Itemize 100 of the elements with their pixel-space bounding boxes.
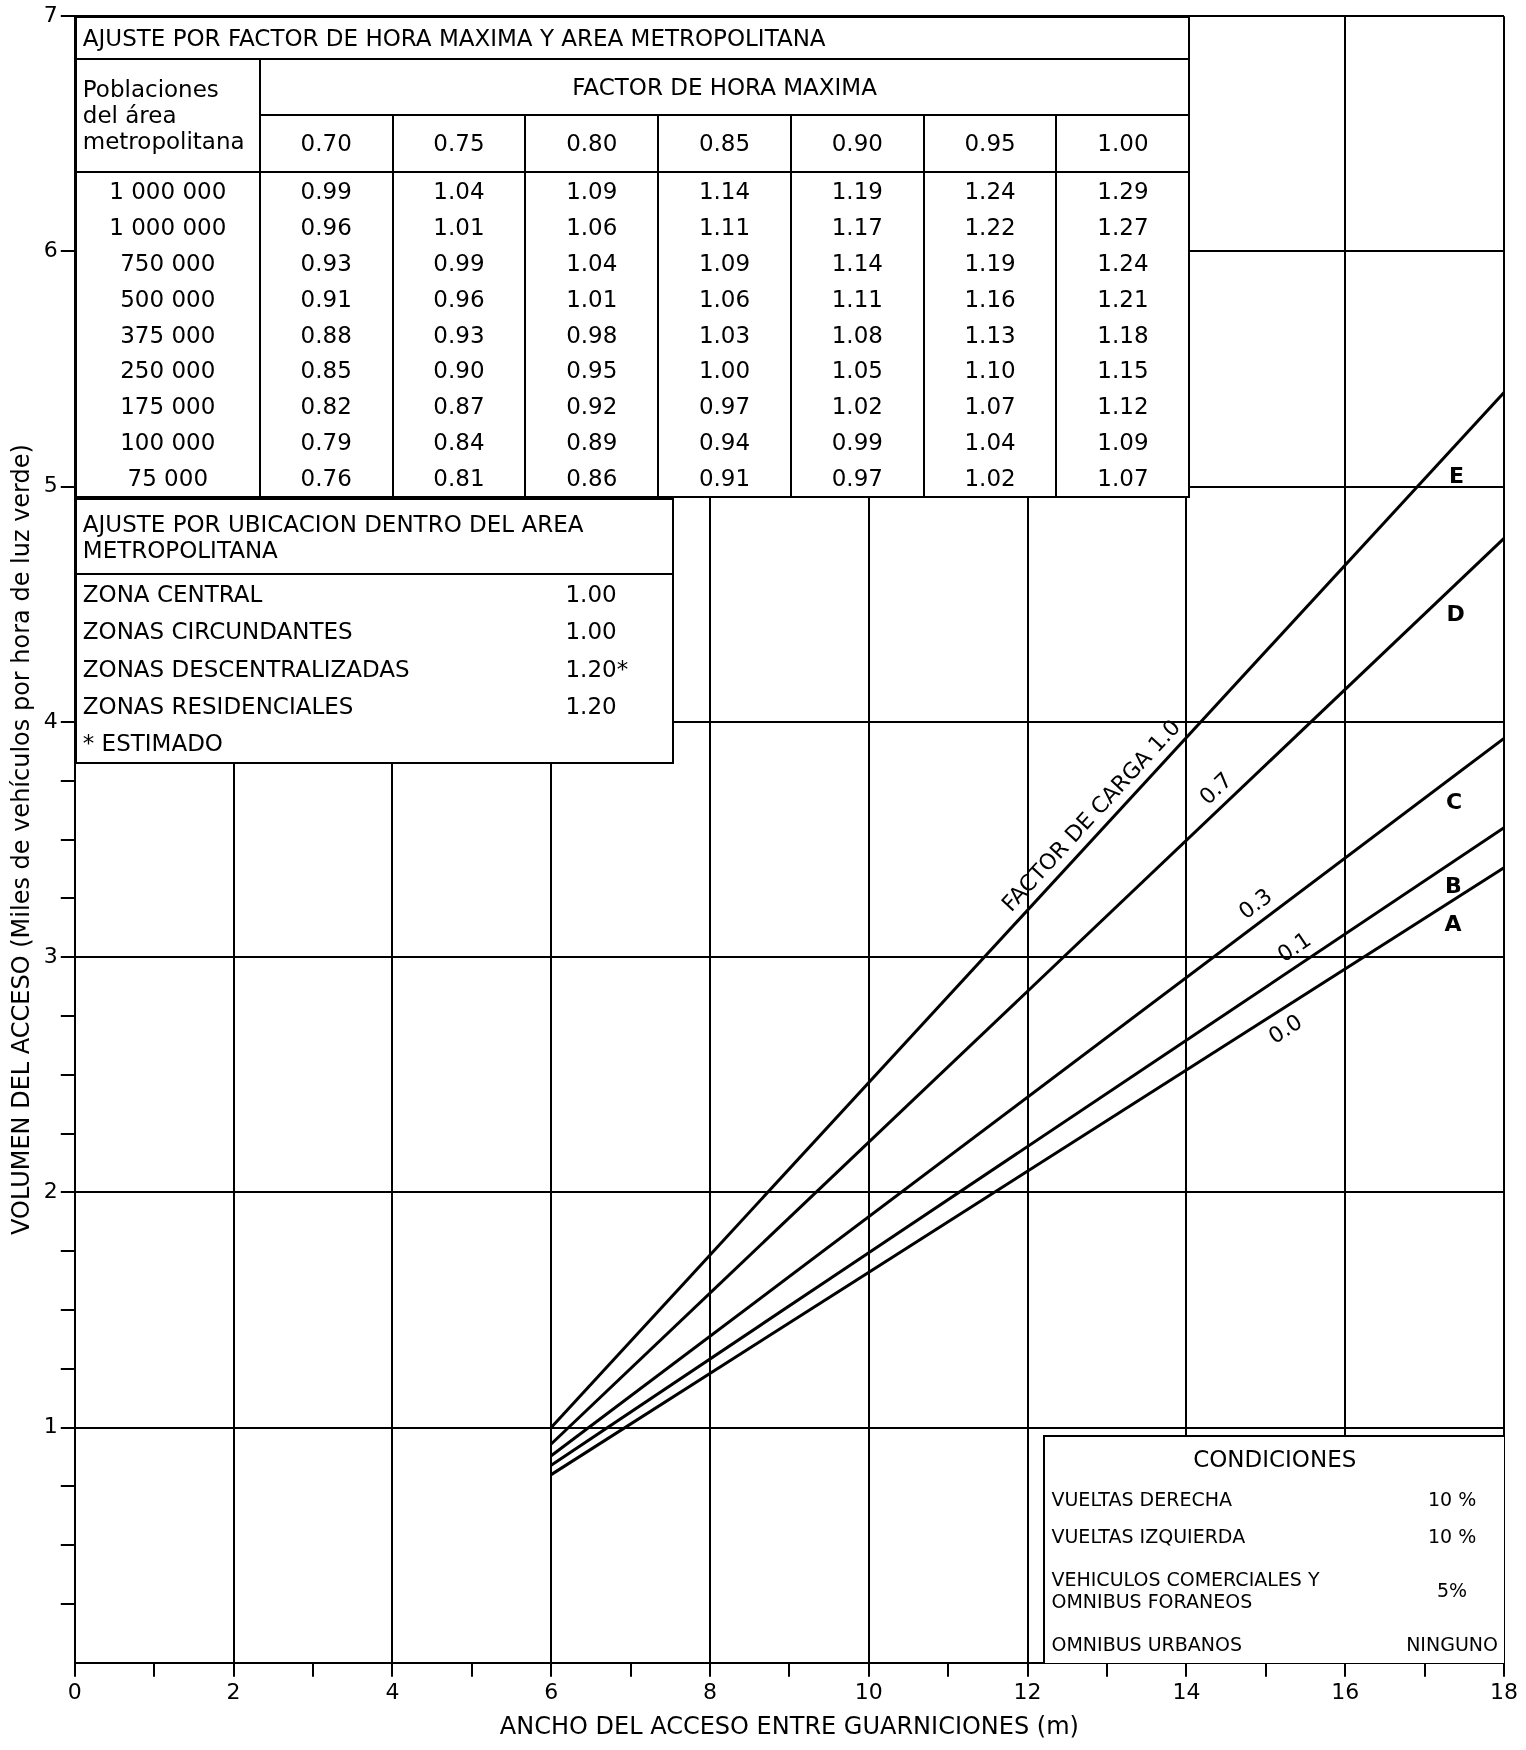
annotation: 1.03 [658, 316, 791, 353]
x-tick-label: 14 [1172, 1678, 1201, 1704]
annotation: 0.90 [790, 115, 924, 172]
annotation: 0.99 [392, 244, 526, 281]
x-tick-label: 16 [1331, 1678, 1360, 1704]
annotation: 1.06 [525, 208, 659, 245]
x-tick-label: 6 [544, 1678, 559, 1704]
annotation: CONDICIONES [1192, 1444, 1358, 1474]
annotation: 1.14 [790, 244, 924, 281]
annotation: 1.10 [923, 352, 1057, 389]
annotation: 1.02 [923, 460, 1057, 498]
annotation: 1.02 [790, 388, 924, 425]
annotation: 1.19 [790, 171, 924, 209]
x-tick-label: 4 [385, 1678, 400, 1704]
annotation: 1.19 [923, 244, 1057, 281]
annotation: 5% [1436, 1578, 1469, 1604]
y-axis-title: VOLUMEN DEL ACCESO (Miles de vehículos por hora de luz verde) [6, 444, 35, 1235]
annotation: 1.24 [923, 171, 1057, 209]
annotation: 0.98 [525, 316, 659, 353]
annotation: 1.20 [564, 691, 618, 721]
annotation: 0.85 [259, 352, 393, 389]
annotation: 0.96 [259, 208, 393, 245]
annotation: 1.29 [1056, 171, 1190, 209]
annotation: 0.91 [259, 280, 393, 317]
annotation: 1.00 [1056, 115, 1190, 172]
annotation: 1 000 000 [75, 208, 260, 245]
annotation: 0.81 [392, 460, 526, 498]
annotation: 0.95 [525, 352, 659, 389]
annotation: 0.96 [392, 280, 526, 317]
annotation: 1.11 [790, 280, 924, 317]
annotation: 1.27 [1056, 208, 1190, 245]
annotation: 1.16 [923, 280, 1057, 317]
annotation: 1.15 [1056, 352, 1190, 389]
annotation: 0.92 [525, 388, 659, 425]
annotation: 0.86 [525, 460, 659, 498]
series-label: D [1446, 600, 1465, 626]
annotation: 250 000 [75, 352, 260, 389]
series-label: B [1444, 873, 1462, 899]
annotation: 0.97 [658, 388, 791, 425]
series-label: C [1446, 788, 1463, 814]
annotation: 1.04 [923, 424, 1057, 461]
annotation: 1.20* [564, 654, 630, 684]
annotation: 0.95 [923, 115, 1057, 172]
annotation: Poblaciones del área metropolitana [75, 58, 260, 172]
annotation: FACTOR DE HORA MAXIMA [259, 58, 1190, 116]
annotation: 0.85 [658, 115, 791, 172]
annotation: 10 % [1426, 1486, 1478, 1512]
annotation: VUELTAS DERECHA [1050, 1486, 1233, 1512]
annotation: 1.17 [790, 208, 924, 245]
annotation: 1.01 [392, 208, 526, 245]
annotation: 1.06 [658, 280, 791, 317]
annotation: ZONA CENTRAL [81, 579, 264, 609]
annotation: 0.84 [392, 424, 526, 461]
annotation: 0.89 [525, 424, 659, 461]
annotation: 0.91 [658, 460, 791, 498]
annotation: 0.94 [658, 424, 791, 461]
x-tick-label: 18 [1490, 1678, 1518, 1704]
annotation: 0.88 [259, 316, 393, 353]
annotation: ZONAS CIRCUNDANTES [81, 617, 354, 647]
annotation: 0.80 [525, 115, 659, 172]
series-label: A [1444, 911, 1462, 937]
annotation: 1.07 [1056, 460, 1190, 498]
annotation: 1.12 [1056, 388, 1190, 425]
annotation: 100 000 [75, 424, 260, 461]
annotation: 1.08 [790, 316, 924, 353]
annotation: 75 000 [75, 460, 260, 498]
y-tick-label: 3 [43, 942, 58, 968]
annotation: 0.76 [259, 460, 393, 498]
annotation: AJUSTE POR FACTOR DE HORA MAXIMA Y AREA METROPOLITANA [75, 17, 1190, 59]
annotation: 0.0 [1263, 1008, 1307, 1049]
annotation: 0.75 [392, 115, 526, 172]
annotation: 1.01 [525, 280, 659, 317]
annotation: ZONAS DESCENTRALIZADAS [81, 654, 411, 684]
annotation: ZONAS RESIDENCIALES [81, 691, 355, 721]
annotation: 0.3 [1233, 883, 1277, 925]
x-tick-label: 8 [703, 1678, 717, 1704]
annotation: 0.99 [790, 424, 924, 461]
annotation: 0.82 [259, 388, 393, 425]
x-tick-label: 10 [854, 1678, 883, 1704]
annotation: 1.00 [564, 617, 618, 647]
x-tick-label: 2 [226, 1678, 241, 1704]
annotation: 500 000 [75, 280, 260, 317]
annotation: 750 000 [75, 244, 260, 281]
annotation: 375 000 [75, 316, 260, 353]
y-tick-label: 4 [43, 707, 58, 733]
annotation: 1.05 [790, 352, 924, 389]
annotation: 0.70 [259, 115, 393, 172]
annotation: 175 000 [75, 388, 260, 425]
x-axis-title: ANCHO DEL ACCESO ENTRE GUARNICIONES (m) [499, 1711, 1079, 1740]
annotation: 1.24 [1056, 244, 1190, 281]
annotation: 0.7 [1194, 767, 1237, 810]
annotation: 1 000 000 [75, 171, 260, 209]
annotation: 1.00 [658, 352, 791, 389]
y-tick-label: 1 [43, 1413, 58, 1439]
annotation: 1.21 [1056, 280, 1190, 317]
y-tick-label: 6 [43, 237, 58, 263]
series-label: E [1449, 462, 1465, 488]
annotation: 1.18 [1056, 316, 1190, 353]
annotation: 1.22 [923, 208, 1057, 245]
annotation: 0.87 [392, 388, 526, 425]
